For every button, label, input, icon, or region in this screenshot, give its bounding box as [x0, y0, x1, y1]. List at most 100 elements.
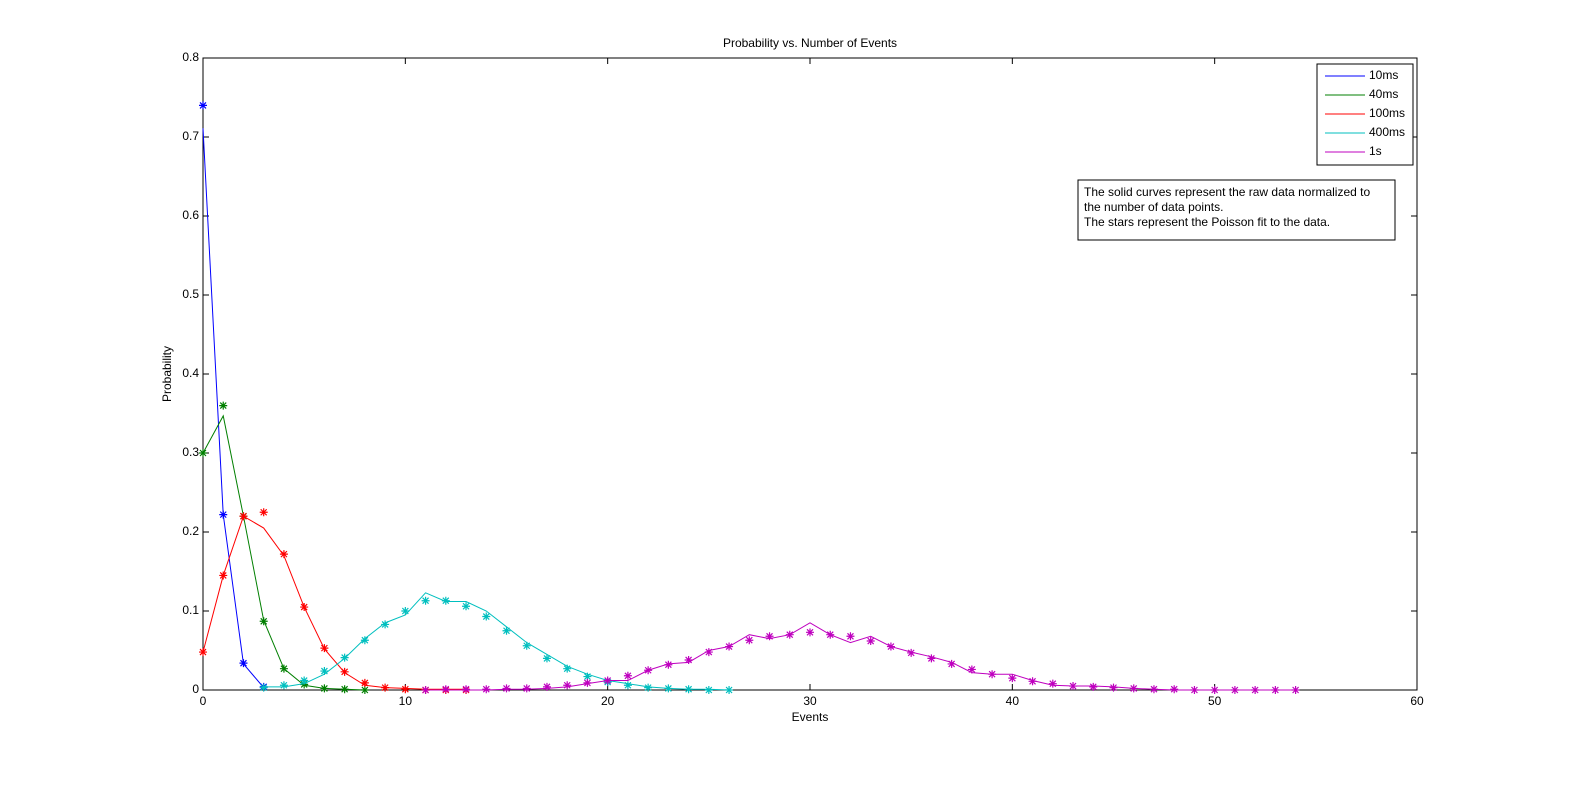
y-tick-label: 0.4 — [182, 366, 199, 380]
fit-star — [401, 607, 410, 615]
y-tick-label: 0 — [192, 682, 199, 696]
fit-star — [1230, 686, 1239, 694]
fit-star — [725, 686, 734, 694]
fit-star — [502, 684, 511, 693]
fit-star — [360, 678, 369, 687]
fit-star — [522, 684, 531, 693]
fit-star — [725, 642, 734, 651]
legend-label: 1s — [1369, 144, 1382, 158]
fit-star — [320, 684, 329, 693]
annotation-text: The solid curves represent the raw data … — [1084, 185, 1370, 199]
fit-star — [664, 684, 673, 693]
fit-star — [907, 648, 916, 657]
fit-star — [846, 632, 855, 641]
fit-star — [401, 685, 410, 694]
y-tick-label: 0.8 — [182, 50, 199, 64]
fit-star — [300, 603, 309, 612]
plot-box — [202, 57, 1418, 691]
fit-star — [704, 648, 713, 657]
fit-star — [259, 617, 268, 626]
fit-star — [806, 628, 814, 637]
x-tick-label: 10 — [399, 694, 413, 708]
fit-star — [199, 648, 207, 657]
fit-star — [259, 683, 268, 692]
fit-star — [1109, 683, 1118, 692]
fit-star — [482, 685, 491, 694]
fit-star — [522, 641, 531, 650]
fit-star — [441, 685, 450, 694]
fit-star — [340, 667, 349, 676]
fit-star — [1069, 682, 1078, 691]
fit-star — [623, 681, 632, 690]
x-tick-label: 60 — [1410, 694, 1424, 708]
fit-star — [219, 571, 228, 580]
x-axis-label: Events — [792, 710, 829, 724]
fit-star — [320, 644, 329, 653]
fit-star — [381, 620, 390, 629]
fit-star — [279, 550, 288, 559]
fit-star — [360, 636, 369, 645]
fit-star — [1089, 682, 1098, 691]
fit-star — [1048, 679, 1057, 688]
x-tick-label: 50 — [1208, 694, 1222, 708]
fit-star — [199, 449, 207, 457]
fit-star — [1291, 686, 1300, 694]
fit-star — [563, 681, 572, 690]
fit-star — [219, 401, 228, 410]
x-tick-label: 0 — [200, 694, 207, 708]
y-axis-label: Probability — [160, 346, 174, 402]
legend-label: 10ms — [1369, 68, 1398, 82]
fit-star — [421, 596, 430, 605]
y-tick-label: 0.1 — [182, 603, 199, 617]
annotation-text: the number of data points. — [1084, 200, 1223, 214]
fit-star — [199, 101, 207, 110]
fit-star — [1008, 674, 1017, 683]
x-tick-label: 40 — [1006, 694, 1020, 708]
fit-star — [886, 642, 895, 651]
fit-star — [785, 630, 794, 639]
fit-star — [340, 653, 349, 662]
fit-star — [279, 664, 288, 673]
data-line — [202, 128, 265, 688]
y-tick-label: 0.2 — [182, 524, 199, 538]
fit-star — [988, 670, 997, 679]
fit-star — [967, 665, 976, 674]
fit-star — [381, 683, 390, 692]
fit-star — [462, 602, 471, 611]
fit-star — [300, 676, 309, 685]
x-tick-label: 20 — [601, 694, 615, 708]
y-tick-label: 0.3 — [182, 445, 199, 459]
fit-star — [745, 636, 754, 645]
fit-star — [1170, 685, 1179, 694]
annotation-text: The stars represent the Poisson fit to t… — [1084, 215, 1330, 229]
fit-star — [947, 659, 956, 668]
fit-star — [1190, 686, 1199, 694]
fit-star — [1149, 685, 1158, 694]
fit-star — [502, 626, 511, 635]
legend-label: 100ms — [1369, 106, 1405, 120]
fit-star — [866, 637, 875, 646]
fit-star — [704, 686, 713, 694]
y-tick-label: 0.6 — [182, 208, 199, 222]
fit-star — [462, 685, 471, 694]
fit-star — [644, 666, 653, 675]
fit-star — [684, 655, 693, 664]
fit-star — [623, 671, 632, 680]
fit-star — [239, 512, 248, 521]
fit-star — [340, 685, 349, 694]
fit-star — [219, 510, 228, 519]
fit-star — [259, 508, 268, 517]
fit-star — [1251, 686, 1260, 694]
fit-star — [765, 632, 774, 641]
fit-star — [1271, 686, 1280, 694]
fit-star — [1028, 677, 1037, 686]
fit-star — [563, 664, 572, 673]
chart-title: Probability vs. Number of Events — [723, 36, 897, 50]
fit-star — [360, 686, 369, 694]
fit-star — [644, 683, 653, 692]
annotation-box — [1077, 179, 1396, 241]
fit-star — [603, 676, 612, 685]
data-line — [202, 515, 467, 690]
fit-star — [542, 682, 551, 691]
